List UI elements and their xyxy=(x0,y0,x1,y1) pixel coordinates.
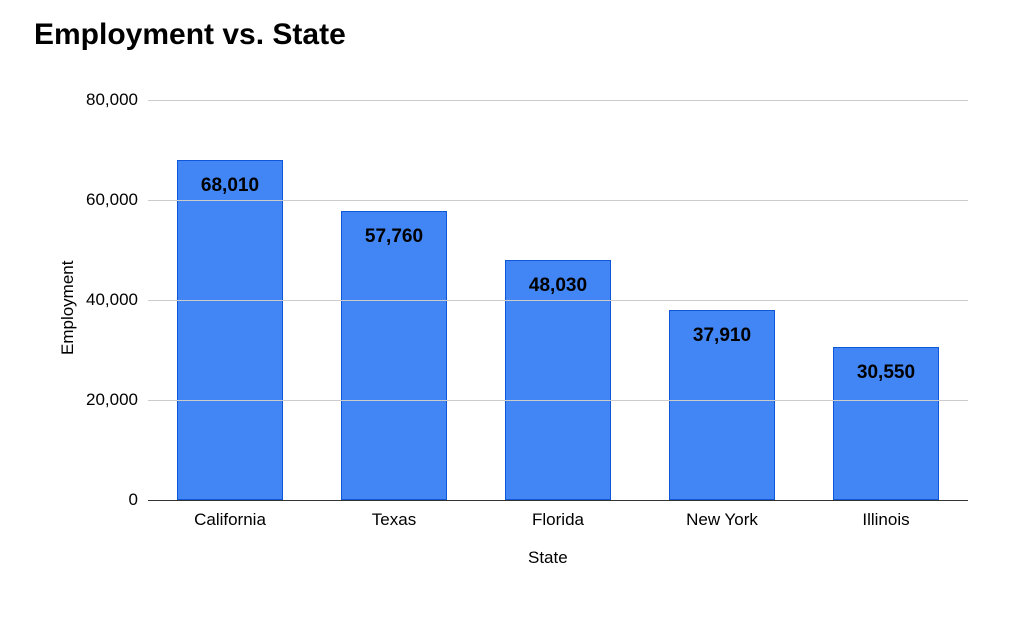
chart-title: Employment vs. State xyxy=(34,18,346,52)
bar-value-label: 68,010 xyxy=(201,175,259,197)
gridline xyxy=(148,300,968,301)
x-tick-label: Florida xyxy=(532,510,584,530)
plot-area: 68,01057,76048,03037,91030,550 020,00040… xyxy=(148,100,968,500)
y-tick-label: 60,000 xyxy=(86,190,138,210)
y-tick-label: 0 xyxy=(129,490,138,510)
bar-value-label: 30,550 xyxy=(857,362,915,384)
bar: 37,910 xyxy=(669,310,775,500)
x-tick-label: Texas xyxy=(372,510,416,530)
bar: 68,010 xyxy=(177,160,283,500)
gridline xyxy=(148,100,968,101)
bar: 57,760 xyxy=(341,211,447,500)
bar: 30,550 xyxy=(833,347,939,500)
x-tick-label: New York xyxy=(686,510,758,530)
bar-value-label: 48,030 xyxy=(529,275,587,297)
y-tick-label: 80,000 xyxy=(86,90,138,110)
bar-value-label: 57,760 xyxy=(365,226,423,248)
baseline xyxy=(148,500,968,501)
bar: 48,030 xyxy=(505,260,611,500)
gridline xyxy=(148,200,968,201)
x-tick-label: Illinois xyxy=(862,510,909,530)
bar-value-label: 37,910 xyxy=(693,325,751,347)
y-axis-title: Employment xyxy=(58,261,78,355)
chart-container: Employment vs. State Employment State 68… xyxy=(0,0,1024,633)
x-axis-title: State xyxy=(528,548,568,568)
y-tick-label: 40,000 xyxy=(86,290,138,310)
x-tick-label: California xyxy=(194,510,266,530)
y-tick-label: 20,000 xyxy=(86,390,138,410)
gridline xyxy=(148,400,968,401)
